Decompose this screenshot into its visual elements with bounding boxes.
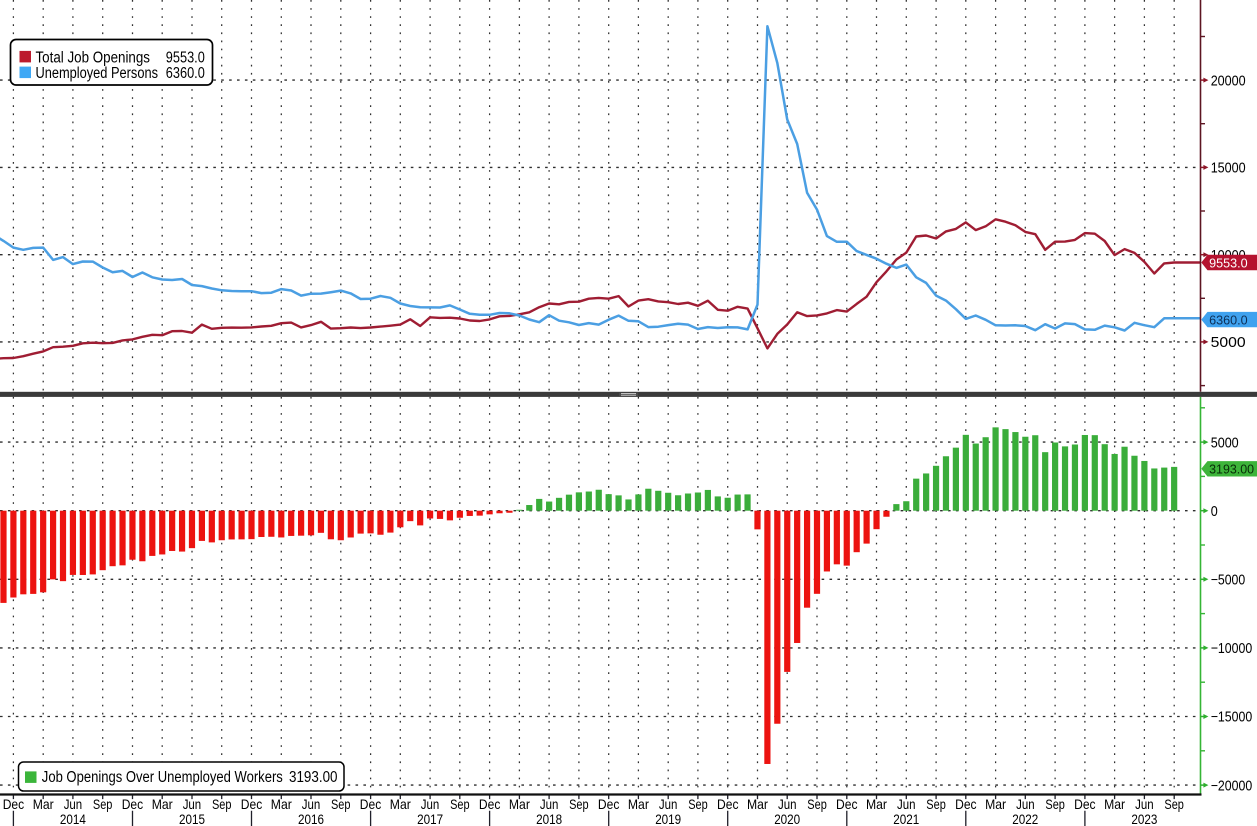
svg-text:2018: 2018 [536,812,562,826]
svg-text:Mar: Mar [628,797,649,812]
svg-text:2021: 2021 [893,812,919,826]
svg-text:3193.00: 3193.00 [289,769,338,786]
svg-text:0: 0 [1211,504,1218,520]
svg-text:Mar: Mar [747,797,768,812]
svg-text:Mar: Mar [152,797,173,812]
svg-text:6360.0: 6360.0 [1209,312,1248,327]
svg-text:Mar: Mar [271,797,292,812]
svg-text:Dec: Dec [1074,797,1096,812]
svg-text:Jun: Jun [302,797,321,812]
svg-text:Sep: Sep [807,797,827,812]
svg-text:Mar: Mar [985,797,1006,812]
svg-text:Dec: Dec [836,797,858,812]
svg-text:Jun: Jun [897,797,916,812]
svg-text:2016: 2016 [298,812,324,826]
svg-text:2023: 2023 [1131,812,1157,826]
svg-text:Dec: Dec [479,797,501,812]
svg-text:Job Openings Over Unemployed W: Job Openings Over Unemployed Workers [42,769,283,786]
svg-text:Sep: Sep [1045,797,1065,812]
svg-text:Sep: Sep [926,797,946,812]
svg-text:Dec: Dec [122,797,144,812]
svg-text:15000: 15000 [1211,161,1246,177]
svg-text:−20000: −20000 [1211,778,1253,794]
svg-text:Mar: Mar [390,797,411,812]
svg-text:Jun: Jun [778,797,797,812]
svg-text:5000: 5000 [1211,435,1239,451]
svg-text:2017: 2017 [417,812,443,826]
svg-text:Jun: Jun [540,797,559,812]
svg-text:Unemployed Persons: Unemployed Persons [36,65,159,82]
svg-text:Dec: Dec [598,797,620,812]
svg-text:2022: 2022 [1012,812,1038,826]
svg-text:Jun: Jun [1016,797,1035,812]
svg-text:Jun: Jun [421,797,440,812]
svg-text:Mar: Mar [509,797,530,812]
svg-text:Dec: Dec [241,797,263,812]
svg-text:Total Job Openings: Total Job Openings [36,49,151,66]
svg-text:−15000: −15000 [1211,710,1253,726]
svg-text:Sep: Sep [569,797,589,812]
svg-text:Dec: Dec [360,797,382,812]
svg-text:5000: 5000 [1211,335,1246,351]
svg-text:2020: 2020 [774,812,800,826]
svg-text:−10000: −10000 [1211,641,1253,657]
svg-text:Jun: Jun [659,797,678,812]
svg-text:Mar: Mar [866,797,887,812]
svg-text:Sep: Sep [331,797,351,812]
svg-text:−5000: −5000 [1211,573,1246,589]
svg-text:Sep: Sep [450,797,470,812]
svg-text:Sep: Sep [1164,797,1184,812]
svg-text:Mar: Mar [33,797,54,812]
svg-text:Sep: Sep [212,797,232,812]
svg-text:Mar: Mar [1104,797,1125,812]
svg-text:Jun: Jun [1135,797,1154,812]
svg-text:Sep: Sep [93,797,113,812]
svg-text:2015: 2015 [179,812,205,826]
svg-text:20000: 20000 [1211,73,1246,89]
svg-text:Dec: Dec [3,797,25,812]
svg-text:Dec: Dec [717,797,739,812]
svg-text:9553.0: 9553.0 [1209,255,1248,270]
svg-text:Sep: Sep [688,797,708,812]
svg-text:6360.0: 6360.0 [166,65,205,82]
svg-text:Jun: Jun [183,797,202,812]
svg-text:2014: 2014 [60,812,86,826]
svg-text:Dec: Dec [955,797,977,812]
svg-text:9553.0: 9553.0 [166,49,205,66]
svg-text:3193.00: 3193.00 [1209,462,1254,477]
svg-text:Jun: Jun [64,797,82,812]
svg-text:2019: 2019 [655,812,681,826]
